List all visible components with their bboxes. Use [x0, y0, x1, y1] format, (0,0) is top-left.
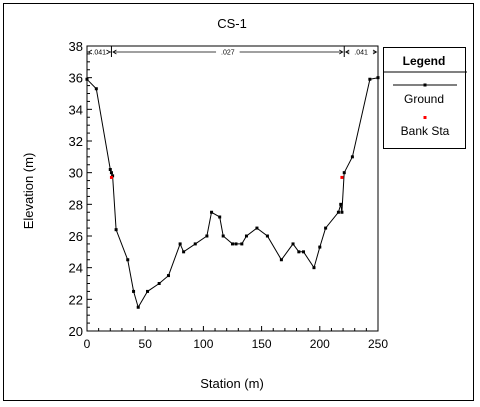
- y-tick-label: 28: [69, 197, 83, 212]
- ground-point: [182, 250, 186, 254]
- axes: 0 50 100 150 200 250 20 22 24 26 28 30 32 34 36 38: [69, 39, 389, 351]
- ground-point: [111, 174, 115, 178]
- ground-point: [210, 210, 214, 214]
- mannings-n-arrow: [372, 49, 378, 55]
- mannings-n-arrow: [344, 49, 350, 55]
- bank-station-point: [340, 175, 344, 179]
- ground-point: [126, 258, 130, 262]
- mannings-n-arrow: [87, 49, 93, 55]
- x-tick-label: 50: [139, 337, 153, 351]
- y-tick-label: 22: [69, 292, 83, 307]
- ground-point: [312, 266, 316, 270]
- ground-line: [86, 77, 379, 309]
- ground-point: [302, 250, 306, 254]
- ground-point: [297, 250, 301, 254]
- legend-bank-marker: [423, 116, 427, 119]
- ground-point: [132, 289, 136, 293]
- ground-point: [255, 226, 259, 230]
- x-tick-label: 200: [310, 337, 330, 351]
- ground-point: [240, 242, 244, 246]
- ground-point: [350, 155, 354, 159]
- y-tick-label: 36: [69, 71, 83, 86]
- ground-point: [136, 305, 140, 309]
- y-tick-label: 20: [69, 324, 83, 339]
- mannings-n-label: .027: [221, 50, 235, 57]
- mannings-n-bar: .041 .027 .041: [87, 46, 378, 57]
- ground-point: [218, 215, 222, 219]
- ground-point: [376, 76, 380, 80]
- mannings-n-label: .041: [92, 50, 106, 57]
- y-tick-label: 26: [69, 229, 83, 244]
- ground-point: [279, 258, 283, 262]
- ground-point: [342, 171, 346, 175]
- ground-point: [166, 274, 170, 278]
- mannings-n-arrow: [339, 49, 344, 55]
- ground-point: [265, 234, 269, 238]
- bank-station-point: [109, 175, 113, 179]
- ground-point: [85, 77, 89, 81]
- series-layer: [85, 76, 380, 309]
- ground-point: [324, 226, 328, 230]
- ground-point: [231, 242, 234, 246]
- ground-point: [109, 171, 113, 175]
- ground-point: [291, 242, 295, 246]
- x-tick-label: 250: [368, 337, 388, 351]
- ground-point: [108, 168, 112, 171]
- y-tick-label: 32: [69, 134, 83, 149]
- ground-point: [193, 242, 197, 246]
- ground-point: [368, 77, 372, 81]
- chart-title: CS-1: [217, 16, 247, 31]
- y-tick-label: 34: [69, 102, 83, 117]
- ground-point: [178, 242, 182, 246]
- mannings-n-arrow: [112, 49, 117, 55]
- ground-point: [157, 282, 161, 285]
- y-tick-label: 24: [69, 261, 83, 276]
- ground-point: [205, 234, 209, 238]
- ground-point: [234, 242, 238, 246]
- legend-ground-marker: [423, 83, 427, 87]
- ground-point: [244, 234, 248, 238]
- ground-point: [114, 228, 118, 232]
- legend: Legend Ground Bank Sta: [383, 47, 467, 149]
- x-tick-label: 0: [84, 337, 91, 351]
- x-tick-label: 100: [193, 337, 213, 351]
- mannings-n-label: .041: [354, 50, 368, 57]
- y-tick-label: 30: [69, 166, 83, 181]
- ground-point: [146, 289, 150, 293]
- legend-bank-label: Bank Sta: [401, 124, 450, 138]
- y-axis-label: Elevation (m): [21, 153, 36, 230]
- legend-title: Legend: [403, 54, 446, 68]
- ground-point: [94, 87, 98, 91]
- y-tick-label: 38: [69, 39, 83, 54]
- ground-point: [339, 202, 343, 206]
- x-axis-label: Station (m): [200, 376, 264, 391]
- legend-ground-label: Ground: [404, 92, 444, 106]
- ground-point: [340, 210, 344, 214]
- x-tick-label: 150: [252, 337, 272, 351]
- mannings-n-arrow: [106, 49, 111, 55]
- plot-area: [86, 45, 379, 332]
- ground-point: [221, 234, 225, 238]
- ground-point: [318, 245, 322, 249]
- ground-point: [336, 210, 340, 214]
